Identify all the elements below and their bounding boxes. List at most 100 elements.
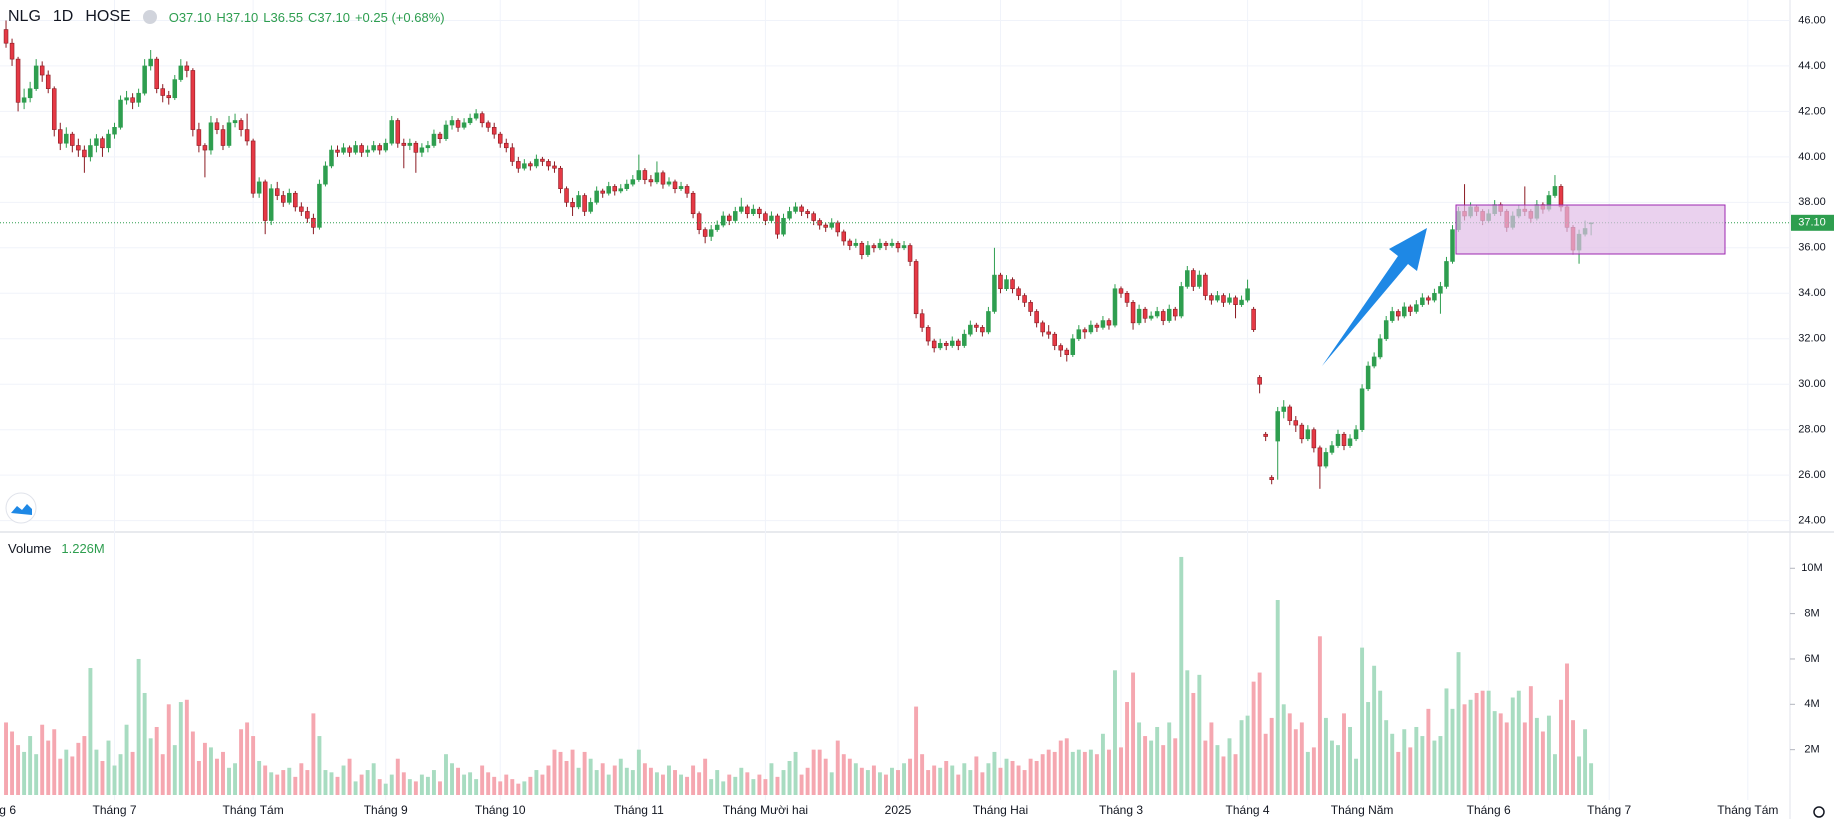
volume-bar bbox=[1305, 751, 1310, 795]
volume-bar bbox=[1203, 740, 1208, 795]
volume-bar bbox=[980, 772, 985, 795]
volume-bar bbox=[944, 760, 949, 795]
candle-body bbox=[15, 58, 21, 103]
candle-body bbox=[154, 58, 159, 89]
candle-body bbox=[793, 206, 798, 212]
candle-body bbox=[281, 195, 286, 203]
candle-body bbox=[1438, 286, 1443, 294]
candle-body bbox=[82, 149, 87, 158]
volume-bar bbox=[498, 781, 503, 795]
volume-legend: Volume 1.226M bbox=[8, 541, 105, 556]
candle-body bbox=[769, 215, 774, 221]
volume-bar bbox=[1209, 722, 1214, 795]
candle-body bbox=[178, 65, 184, 80]
volume-bar bbox=[703, 758, 708, 795]
volume-bar bbox=[1070, 751, 1075, 795]
volume-bar bbox=[311, 713, 316, 795]
volume-bar bbox=[335, 776, 340, 795]
volume-bar bbox=[1058, 740, 1063, 795]
volume-bar bbox=[323, 770, 328, 795]
volume-bar bbox=[1396, 751, 1401, 795]
volume-bar bbox=[1546, 715, 1551, 795]
volume-bar bbox=[1082, 751, 1087, 795]
volume-bar bbox=[425, 776, 430, 795]
candle-body bbox=[720, 215, 726, 226]
volume-bar bbox=[1191, 692, 1196, 795]
candle-body bbox=[359, 145, 364, 153]
volume-bar bbox=[184, 699, 189, 795]
volume-bar bbox=[419, 774, 424, 795]
volume-bar bbox=[570, 749, 575, 795]
volume-bar bbox=[1167, 722, 1172, 795]
volume-last: 1.226M bbox=[61, 541, 105, 556]
volume-bar bbox=[178, 702, 183, 795]
candle-body bbox=[1058, 345, 1063, 351]
candle-body bbox=[956, 340, 961, 346]
candle-body bbox=[299, 206, 304, 212]
volume-bar bbox=[1119, 747, 1123, 795]
volume-bar bbox=[480, 765, 485, 795]
volume-bar bbox=[841, 754, 846, 795]
y-tick-label: 28.00 bbox=[1798, 424, 1826, 436]
volume-bar bbox=[389, 774, 394, 795]
x-tick-label: Tháng Tám bbox=[1717, 803, 1778, 817]
volume-bar bbox=[190, 731, 195, 795]
volume-bar bbox=[1354, 758, 1359, 795]
volume-bar bbox=[456, 767, 461, 795]
candle-body bbox=[1046, 331, 1051, 335]
collapse-button[interactable] bbox=[142, 10, 157, 24]
candle-body bbox=[473, 113, 479, 119]
candle-body bbox=[485, 122, 491, 128]
candle-body bbox=[1329, 445, 1335, 453]
volume-bar bbox=[58, 758, 63, 795]
candle-body bbox=[1414, 304, 1419, 312]
candle-body bbox=[190, 70, 196, 130]
candle-body bbox=[467, 117, 473, 124]
candle-body bbox=[1408, 306, 1413, 312]
volume-bar bbox=[1426, 708, 1431, 795]
settings-icon[interactable] bbox=[1813, 806, 1825, 818]
candle-body bbox=[39, 65, 45, 76]
candle-body bbox=[1281, 406, 1286, 412]
volume-bar bbox=[142, 692, 147, 795]
candle-body bbox=[558, 167, 563, 190]
candle-body bbox=[437, 133, 443, 139]
volume-bar bbox=[1094, 754, 1099, 795]
volume-bar bbox=[715, 770, 720, 795]
candle-body bbox=[1353, 429, 1359, 440]
candle-body bbox=[1124, 292, 1130, 303]
volume-bar bbox=[552, 749, 557, 795]
volume-title: Volume bbox=[8, 541, 52, 556]
candle-body bbox=[757, 208, 762, 215]
candle-body bbox=[546, 161, 551, 167]
volume-bar bbox=[1028, 758, 1033, 795]
x-tick-label: Tháng Mười hai bbox=[723, 803, 808, 817]
volume-bar bbox=[492, 776, 497, 795]
volume-bar bbox=[884, 774, 888, 795]
candle-body bbox=[883, 242, 889, 246]
volume-tick-label: 10M bbox=[1801, 562, 1822, 574]
candle-body bbox=[142, 65, 147, 94]
candle-body bbox=[1004, 279, 1009, 290]
candle-body bbox=[739, 206, 744, 212]
volume-bar bbox=[691, 765, 696, 795]
volume-bar bbox=[588, 758, 593, 795]
candle-body bbox=[1377, 338, 1383, 358]
candle-body bbox=[943, 342, 949, 346]
volume-bar bbox=[112, 765, 117, 795]
volume-bar bbox=[1113, 670, 1117, 795]
candle-body bbox=[130, 97, 135, 103]
candle-body bbox=[823, 224, 828, 228]
candle-body bbox=[407, 142, 413, 146]
candle-body bbox=[383, 142, 388, 151]
candle-body bbox=[1215, 295, 1220, 301]
volume-bar bbox=[1064, 738, 1069, 795]
candle-body bbox=[714, 224, 720, 230]
candle-body bbox=[413, 142, 419, 153]
candle-body bbox=[317, 183, 322, 228]
candle-body bbox=[600, 190, 605, 194]
candle-body bbox=[148, 58, 153, 67]
volume-bar bbox=[528, 776, 533, 795]
candle-body bbox=[1311, 429, 1317, 449]
